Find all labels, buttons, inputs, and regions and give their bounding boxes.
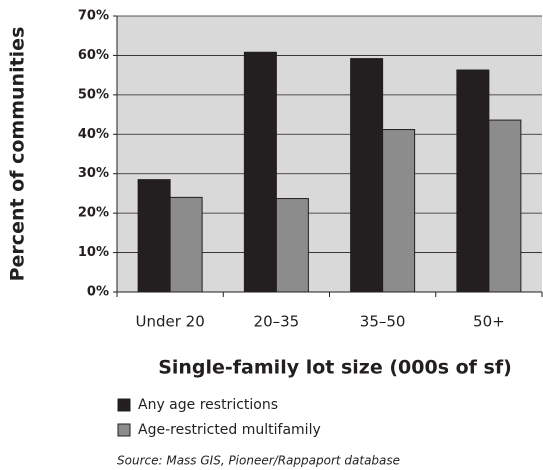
bar (382, 129, 416, 293)
x-tick-label: 35–50 (360, 313, 406, 331)
y-tick-label: 0% (87, 285, 109, 300)
bar (350, 58, 384, 293)
x-axis-title: Single-family lot size (000s of sf) (158, 357, 512, 379)
legend-label: Any age restrictions (138, 397, 278, 413)
y-tick-label: 30% (78, 166, 109, 181)
bar (488, 119, 522, 293)
source-note: Source: Mass GIS, Pioneer/Rappaport data… (117, 454, 400, 468)
bar (169, 196, 203, 293)
legend-label: Age-restricted multifamily (138, 422, 321, 438)
bar (137, 179, 171, 293)
y-axis-title: Percent of communities (7, 27, 29, 282)
y-tick-label: 50% (78, 87, 109, 102)
x-tick-label: 20–35 (254, 313, 300, 331)
x-tick-label: 50+ (473, 313, 505, 331)
bar (275, 198, 309, 293)
bar (243, 51, 277, 293)
y-tick-label: 60% (78, 48, 109, 63)
y-tick-label: 70% (78, 9, 109, 24)
bar (456, 69, 490, 293)
y-tick-label: 40% (78, 127, 109, 142)
legend-swatch (117, 398, 131, 412)
legend-swatch (117, 423, 131, 437)
y-tick-label: 10% (78, 245, 109, 260)
y-tick-label: 20% (78, 206, 109, 221)
x-tick-label: Under 20 (135, 313, 204, 331)
